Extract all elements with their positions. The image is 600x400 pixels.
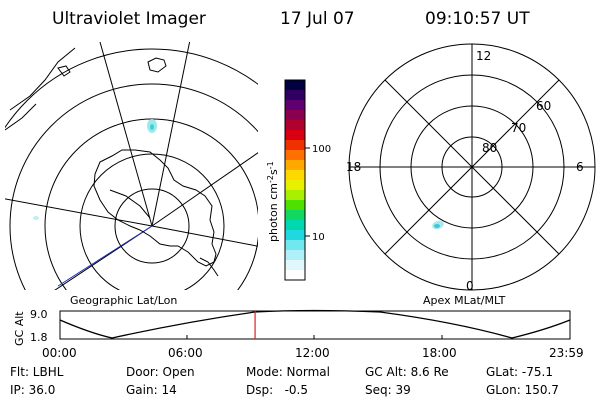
- altitude-curve: [59, 309, 571, 339]
- color-scale: [285, 80, 305, 281]
- status-footer: Flt: LBHL Door: Open Mode: Normal GC Alt…: [10, 365, 559, 397]
- mlt-line-diagonal: [384, 79, 560, 255]
- altitude-axis-label: GC Alt: [13, 311, 26, 346]
- gain-status: Gain: 14: [126, 383, 177, 397]
- time-tick-label: 23:59: [549, 346, 584, 360]
- time-tick-label: 00:00: [42, 346, 77, 360]
- colorbar-segment: [285, 250, 305, 261]
- colorbar-segment: [285, 270, 305, 281]
- geographic-map: [5, 42, 258, 290]
- magnetic-polar-plot: [348, 43, 596, 291]
- mlat-label-80: 80: [482, 141, 497, 155]
- coastline: [9, 47, 76, 111]
- colorbar-segment: [285, 160, 305, 171]
- time-tick-label: 06:00: [168, 346, 203, 360]
- colorbar-segment: [285, 240, 305, 251]
- colorbar-segment: [285, 170, 305, 181]
- orbit-track: [57, 225, 153, 287]
- lat-circle: [9, 83, 258, 290]
- colorbar-segment: [285, 230, 305, 241]
- aurora-emission-core: [434, 224, 440, 228]
- colorbar-segment: [285, 140, 305, 151]
- colorbar-segment: [285, 120, 305, 131]
- aurora-emission-core: [150, 124, 154, 130]
- coastline: [5, 103, 37, 131]
- geo-longitude-status: GLon: 150.7: [486, 383, 559, 397]
- mode-status: Mode: Normal: [246, 365, 330, 379]
- peninsula-coast: [199, 257, 219, 277]
- magnetic-label: Apex MLat/MLT: [423, 294, 506, 307]
- time-tick-label: 12:00: [295, 346, 330, 360]
- lat-circle: [114, 188, 190, 264]
- colorbar-segment: [285, 260, 305, 271]
- colorbar-segment: [285, 190, 305, 201]
- antarctica-coastline: [93, 149, 217, 267]
- meridian-line: [151, 225, 258, 247]
- colorbar-segment: [285, 130, 305, 141]
- colorbar-segment: [285, 220, 305, 231]
- altitude-plot-frame: [59, 310, 571, 340]
- landmass-outline: [57, 65, 71, 77]
- geographic-label: Geographic Lat/Lon: [70, 294, 177, 307]
- lat-circle: [5, 48, 258, 129]
- altitude-tick-label: 1.8: [30, 331, 48, 344]
- colorbar-frame: [284, 79, 306, 281]
- colorbar-segment: [285, 90, 305, 101]
- colorbar-segment: [285, 100, 305, 111]
- meridian-line: [5, 198, 153, 227]
- mlt-label-0: 0: [466, 279, 474, 293]
- mlt-label-12: 12: [476, 49, 491, 63]
- colorbar-segment: [285, 150, 305, 161]
- landmass-outline: [147, 57, 167, 73]
- colorbar-segment: [285, 80, 305, 91]
- meridian-line: [99, 42, 153, 227]
- colorbar-segment: [285, 200, 305, 211]
- sequence-status: Seq: 39: [365, 383, 411, 397]
- mlt-label-18: 18: [346, 160, 361, 174]
- time-tick-label: 18:00: [422, 346, 457, 360]
- ip-status: IP: 36.0: [10, 383, 55, 397]
- observation-date: 17 Jul 07: [280, 9, 355, 29]
- display-offset-status: Dsp: -0.5: [246, 383, 308, 397]
- colorbar-segment: [285, 180, 305, 191]
- geo-latitude-status: GLat: -75.1: [486, 365, 553, 379]
- mlt-label-6: 6: [576, 160, 584, 174]
- meridian-line: [151, 42, 191, 227]
- colorbar-segment: [285, 110, 305, 121]
- instrument-title: Ultraviolet Imager: [52, 9, 206, 29]
- gc-altitude-status: GC Alt: 8.6 Re: [365, 365, 449, 379]
- meridian-line: [151, 152, 258, 227]
- colorbar-segment: [285, 210, 305, 221]
- door-status: Door: Open: [126, 365, 195, 379]
- time-ticks: [186, 335, 443, 339]
- colorbar-tick-label: 100: [312, 144, 331, 155]
- mlat-label-70: 70: [511, 121, 526, 135]
- colorbar-unit-label: photon cm-2s-1: [266, 161, 280, 242]
- altitude-tick-label: 9.0: [30, 308, 48, 321]
- coast-detail: [109, 189, 151, 219]
- colorbar-tick-label: 10: [312, 232, 325, 243]
- aurora-emission: [33, 216, 39, 220]
- observation-time: 09:10:57 UT: [425, 9, 530, 29]
- filter-status: Flt: LBHL: [10, 365, 64, 379]
- mlat-label-60: 60: [536, 99, 551, 113]
